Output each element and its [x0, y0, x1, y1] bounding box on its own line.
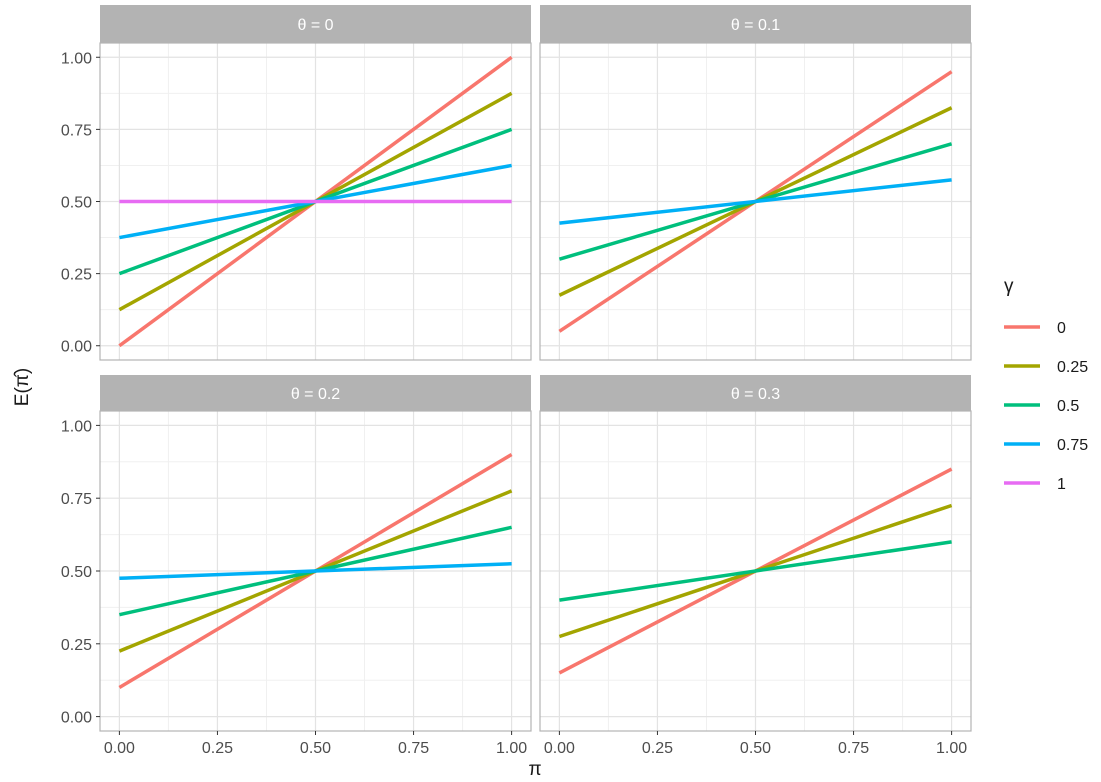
facet-panels: θ = 0 θ = 0.1 θ = 0.2 θ = 0.3 — [99, 5, 972, 732]
x-tick-label: 0.50 — [740, 740, 771, 757]
y-tick-label: 0.00 — [61, 339, 92, 356]
legend-label: 0.25 — [1057, 359, 1088, 376]
legend-label: 0.75 — [1057, 437, 1088, 454]
y-axis-title: E(π̂) — [12, 368, 33, 406]
legend: γ 0 0.25 0.5 0.75 1 — [1004, 276, 1088, 493]
series-line-gamma-0.75 — [559, 178, 952, 225]
y-tick-label: 0.75 — [61, 491, 92, 508]
legend-item: 0.75 — [1004, 437, 1088, 454]
facet-strip — [100, 375, 531, 411]
facet-strip — [100, 5, 531, 43]
facet-strip-label: θ = 0.2 — [291, 386, 340, 403]
x-tick-label: 0.00 — [544, 740, 575, 757]
y-tick-label: 0.50 — [61, 195, 92, 212]
facet-panel: θ = 0 — [99, 5, 532, 361]
y-tick-label: 0.00 — [61, 710, 92, 727]
y-tick-label: 0.25 — [61, 267, 92, 284]
panel-border — [539, 42, 972, 361]
facet-strip-label: θ = 0.1 — [731, 17, 780, 34]
axes: 0.00 0.25 0.50 0.75 1.00 0.00 0.25 0.50 0.75 1.00… — [12, 50, 967, 780]
legend-item: 0 — [1004, 320, 1066, 337]
y-tick-label: 0.25 — [61, 637, 92, 654]
series-line-gamma-0.75 — [119, 561, 512, 581]
x-tick-label: 0.25 — [202, 740, 233, 757]
facet-panel: θ = 0.2 — [99, 375, 532, 732]
x-tick-label: 1.00 — [936, 740, 967, 757]
facet-panel: θ = 0.3 — [539, 375, 972, 732]
x-tick-label: 0.00 — [104, 740, 135, 757]
x-tick-label: 1.00 — [496, 740, 527, 757]
x-tick-label: 0.50 — [300, 740, 331, 757]
legend-item: 0.5 — [1004, 398, 1079, 415]
legend-item: 0.25 — [1004, 359, 1088, 376]
x-axis-title: π — [528, 759, 541, 780]
legend-label: 0.5 — [1057, 398, 1079, 415]
facet-strip-label: θ = 0.3 — [731, 386, 780, 403]
legend-label: 1 — [1057, 476, 1066, 493]
x-tick-label: 0.25 — [642, 740, 673, 757]
y-tick-label: 1.00 — [61, 418, 92, 435]
facet-strip-label: θ = 0 — [297, 17, 333, 34]
y-tick-label: 0.50 — [61, 564, 92, 581]
x-tick-label: 0.75 — [838, 740, 869, 757]
x-tick-label: 0.75 — [398, 740, 429, 757]
legend-title: γ — [1004, 276, 1014, 297]
legend-label: 0 — [1057, 320, 1066, 337]
facet-panel: θ = 0.1 — [539, 5, 972, 361]
y-tick-label: 1.00 — [61, 50, 92, 67]
series-line-gamma-0.5 — [559, 540, 952, 602]
legend-item: 1 — [1004, 476, 1066, 493]
facet-strip — [540, 5, 971, 43]
y-tick-label: 0.75 — [61, 122, 92, 139]
facet-strip — [540, 375, 971, 411]
